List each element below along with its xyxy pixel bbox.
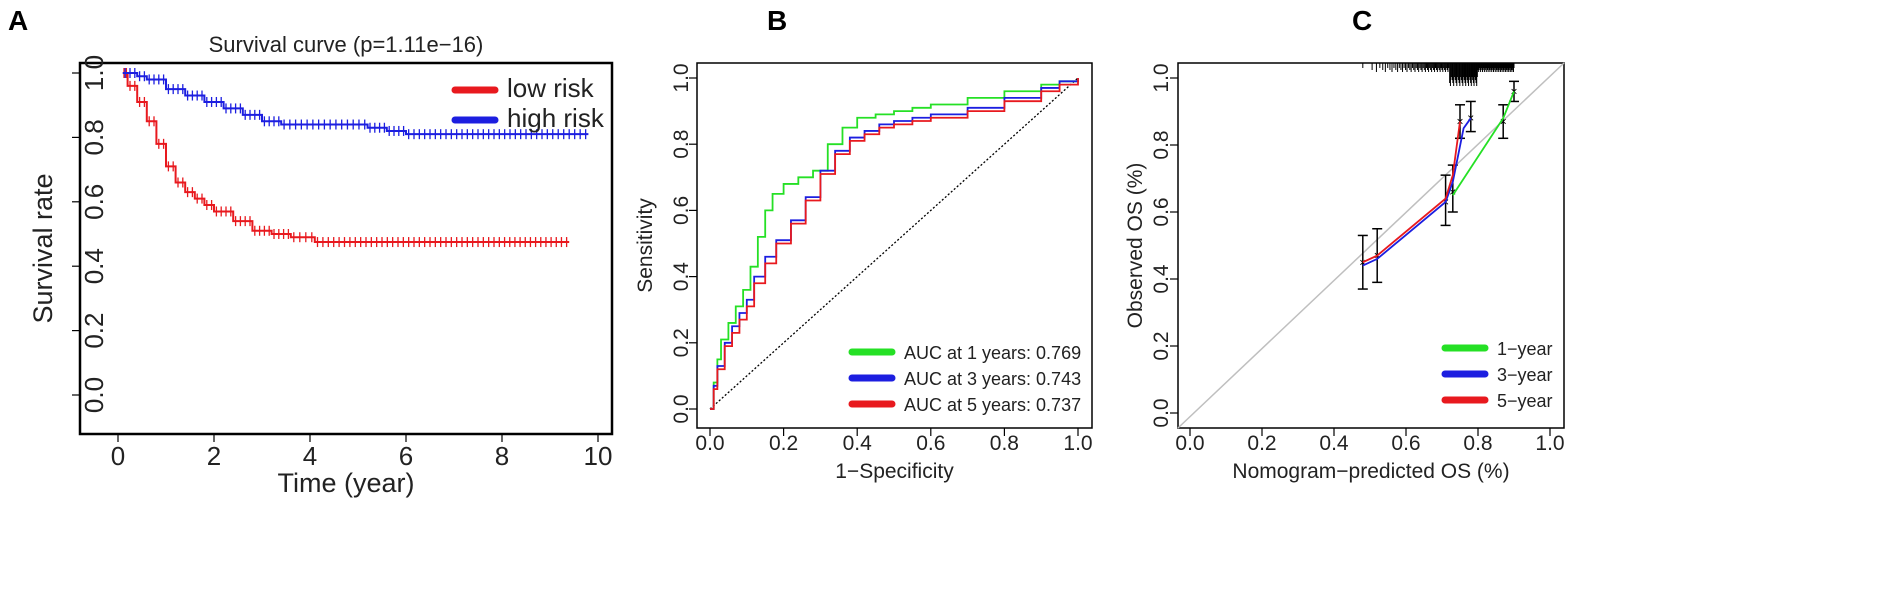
- panel-c-x-tick-label: 1.0: [1535, 432, 1564, 455]
- panel-b-x-tick-label: 0.8: [990, 432, 1019, 455]
- panel-a-x-tick-label: 4: [303, 441, 317, 471]
- panel-b-y-tick-label: 0.2: [670, 328, 693, 357]
- panel-a-x-tick-label: 10: [584, 441, 613, 471]
- panel-b-y-axis-title: Sensitivity: [634, 198, 657, 293]
- panel-a-y-tick-label: 0.2: [79, 313, 109, 349]
- panel-a-survival-chart: 0 2 4 6 8 10 0.0 0.2 0.4 0.6 0.8 1.0 Time (year) Surv…: [28, 32, 614, 498]
- panel-letter-a: A: [8, 5, 28, 36]
- panel-b-y-tick-label: 0.6: [670, 196, 693, 225]
- panel-c-x-tick-label: 0.2: [1247, 432, 1276, 455]
- panel-letter-c: C: [1352, 5, 1372, 36]
- panel-a-y-tick-label: 0.8: [79, 119, 109, 155]
- panel-b-plot-frame: [696, 62, 1093, 429]
- panel-c-rug-marks: [1362, 63, 1515, 86]
- panel-c-plot-frame: [1177, 62, 1565, 429]
- panel-c-error-bar-marker: ×: [1500, 115, 1507, 129]
- panel-c-y-tick-label: 0.0: [1150, 398, 1173, 427]
- panel-b-legend-label-2: AUC at 3 years: 0.743: [904, 369, 1081, 389]
- panel-b-x-tick-label: 0.6: [916, 432, 945, 455]
- panel-b-y-tick-label: 0.4: [670, 262, 693, 292]
- panel-b-y-tick-label: 0.0: [670, 394, 693, 423]
- panel-a-legend-label-1: low risk: [507, 73, 595, 103]
- panel-b-series-line-2: [710, 78, 1079, 410]
- panel-c-y-tick-label: 0.8: [1150, 130, 1173, 159]
- panel-b-legend-label-3: AUC at 5 years: 0.737: [904, 395, 1081, 415]
- panel-c-series-line-3: [1362, 121, 1461, 264]
- panel-a-y-tick-label: 0.0: [79, 377, 109, 413]
- panel-letter-b: B: [767, 5, 787, 36]
- panel-c-legend-label-2: 3−year: [1497, 365, 1553, 385]
- panel-b-series-line-1: [710, 78, 1079, 410]
- panel-a-y-tick-label: 0.6: [79, 184, 109, 220]
- panel-a-series-line-1: [122, 72, 570, 244]
- panel-c-error-bar-marker: ×: [1449, 185, 1456, 199]
- panel-c-series-line-1: [1452, 91, 1515, 196]
- panel-a-y-tick-label: 1.0: [79, 55, 109, 91]
- panel-a-x-tick-label: 0: [111, 441, 125, 471]
- panel-a-legend-label-2: high risk: [507, 103, 605, 133]
- panel-c-legend-label-3: 5−year: [1497, 391, 1553, 411]
- panel-b-x-tick-label: 0.2: [769, 432, 798, 455]
- panel-b-x-tick-label: 0.0: [695, 432, 724, 455]
- panel-a-x-tick-label: 6: [399, 441, 413, 471]
- panel-a-x-tick-label: 8: [495, 441, 509, 471]
- panel-b-x-tick-label: 0.4: [843, 432, 873, 455]
- panel-a-censor-marks-2: [124, 68, 587, 140]
- panel-a-series-line-2: [122, 72, 589, 136]
- panel-c-x-tick-label: 0.0: [1175, 432, 1204, 455]
- panel-b-x-axis-title: 1−Specificity: [835, 460, 954, 483]
- panel-c-y-tick-label: 0.2: [1150, 331, 1173, 360]
- panel-c-y-tick-label: 0.4: [1150, 264, 1173, 294]
- panel-c-x-tick-label: 0.6: [1391, 432, 1420, 455]
- panel-a-y-axis-title: Survival rate: [28, 173, 58, 323]
- panel-a-y-tick-label: 0.4: [79, 248, 109, 284]
- panel-b-y-tick-label: 0.8: [670, 130, 693, 159]
- panel-b-roc-chart: 0.0 0.2 0.4 0.6 0.8 1.0 0.0 0.2 0.4 0.6 0.8 1.0 1−Sp…: [634, 62, 1093, 483]
- panel-c-calibration-chart: 0.0 0.2 0.4 0.6 0.8 1.0 0.0 0.2 0.4 0.6 0.8 1.0 Nomo…: [1124, 62, 1565, 483]
- panel-b-x-tick-label: 1.0: [1063, 432, 1092, 455]
- panel-c-y-tick-label: 1.0: [1150, 63, 1173, 92]
- panel-c-series-line-2: [1362, 117, 1472, 267]
- panel-b-series-line-3: [710, 78, 1079, 410]
- panel-b-legend-label-1: AUC at 1 years: 0.769: [904, 343, 1081, 363]
- panel-c-x-axis-title: Nomogram−predicted OS (%): [1232, 460, 1509, 483]
- panel-b-reference-diagonal: [709, 77, 1079, 410]
- panel-a-x-axis-title: Time (year): [277, 468, 414, 498]
- panel-a-chart-title: Survival curve (p=1.11e−16): [209, 32, 484, 57]
- panel-c-y-tick-label: 0.6: [1150, 197, 1173, 226]
- panel-a-plot-frame: [78, 61, 614, 436]
- panel-a-x-tick-label: 2: [207, 441, 221, 471]
- panel-c-x-tick-label: 0.4: [1319, 432, 1349, 455]
- panel-c-legend-label-1: 1−year: [1497, 339, 1553, 359]
- panel-b-y-tick-label: 1.0: [670, 63, 693, 92]
- panel-c-x-tick-label: 0.8: [1463, 432, 1492, 455]
- panel-c-y-axis-title: Observed OS (%): [1124, 163, 1147, 329]
